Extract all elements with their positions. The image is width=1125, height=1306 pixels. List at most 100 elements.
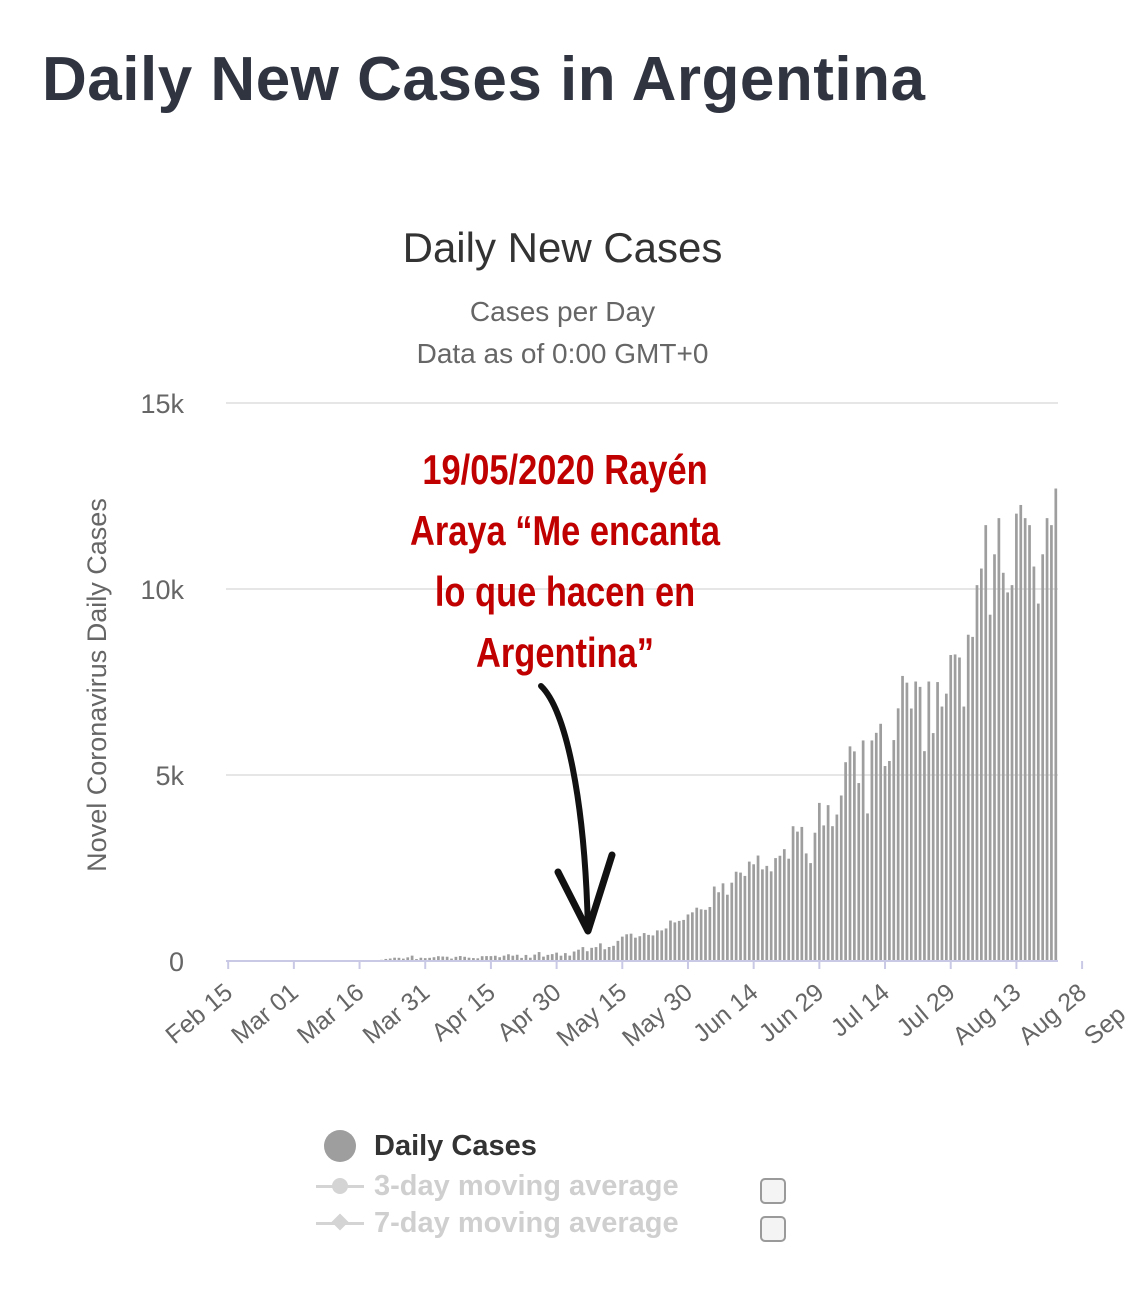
bar [528, 957, 532, 961]
bar [480, 956, 484, 961]
bar [1015, 513, 1018, 961]
bar [839, 795, 843, 961]
bar [813, 832, 817, 961]
bar [507, 954, 510, 961]
bar [888, 761, 891, 961]
bar [607, 947, 611, 961]
bar [616, 940, 620, 961]
checkbox-3-day-average[interactable] [760, 1178, 786, 1204]
bar [861, 740, 865, 961]
x-tick-label: Jun 29 [754, 978, 829, 1048]
bar [524, 954, 528, 961]
bar [1028, 525, 1031, 961]
bar [1019, 504, 1023, 961]
bar [620, 936, 624, 961]
annotation-arrow [538, 683, 591, 934]
bar [669, 920, 672, 961]
bar [564, 953, 567, 961]
bar-series-daily-cases [305, 488, 1058, 961]
x-tick-label: Jul 14 [826, 978, 895, 1042]
annotation-callout: 19/05/2020 Rayén Araya “Me encanta lo qu… [385, 440, 746, 684]
bar [918, 686, 922, 961]
bar [647, 934, 650, 961]
bar [879, 723, 883, 961]
bar [1036, 603, 1040, 961]
bar [756, 855, 760, 961]
bar [393, 957, 396, 961]
bar [533, 954, 537, 961]
bar [857, 783, 861, 961]
legend-label: 7-day moving average [374, 1206, 679, 1239]
bar [603, 949, 607, 961]
bar [599, 943, 602, 961]
bar [905, 682, 909, 961]
bar [980, 568, 983, 961]
bar [419, 957, 423, 961]
page-title: Daily New Cases in Argentina [42, 45, 926, 114]
chart-subtitle: Cases per Day [469, 296, 656, 327]
y-tick-label: 5k [155, 761, 184, 791]
y-axis-label: Novel Coronavirus Daily Cases [82, 498, 112, 872]
bar [590, 947, 593, 961]
bar [655, 930, 659, 961]
bar [629, 933, 633, 961]
bar [853, 751, 856, 961]
bar [401, 958, 405, 961]
bar [441, 956, 445, 961]
legend-line-diamond-icon [316, 1203, 368, 1243]
bar [826, 805, 830, 961]
bar [883, 766, 887, 961]
bar [914, 681, 918, 961]
bar [931, 733, 935, 961]
bar [708, 906, 712, 961]
y-tick-label: 10k [140, 575, 184, 605]
bar [515, 954, 519, 961]
bar [1050, 525, 1053, 961]
bar [493, 955, 497, 961]
bar [712, 886, 716, 961]
legend-item-3-day-average[interactable]: 3-day moving average [316, 1166, 679, 1206]
bar [927, 681, 931, 961]
bar [721, 883, 725, 961]
bar [1045, 518, 1049, 961]
bar [743, 875, 747, 961]
bar [866, 813, 869, 961]
x-tick-label: Aug 28 [1013, 978, 1092, 1050]
x-tick-label: Mar 01 [226, 978, 304, 1049]
bar [717, 892, 720, 961]
x-tick-label: Jun 14 [688, 978, 764, 1048]
bar [550, 954, 554, 961]
bar [388, 958, 392, 961]
bar [892, 740, 896, 961]
x-tick-label: Mar 31 [357, 978, 435, 1049]
bar [437, 956, 440, 961]
legend-item-7-day-average[interactable]: 7-day moving average [316, 1203, 679, 1243]
bar [953, 654, 957, 961]
x-tick-label: Mar 16 [292, 978, 370, 1049]
y-tick-label: 0 [169, 947, 184, 977]
bar [1001, 572, 1005, 961]
bar [874, 732, 878, 961]
bar [397, 957, 401, 961]
bar [804, 853, 808, 961]
legend-label: Daily Cases [374, 1129, 537, 1162]
bar [844, 762, 847, 961]
bar [966, 634, 970, 961]
bar [988, 614, 992, 961]
bar [423, 958, 427, 961]
bar [638, 936, 642, 961]
bar [752, 864, 756, 961]
legend-item-daily-cases[interactable]: Daily Cases [316, 1126, 537, 1166]
bar [463, 956, 467, 961]
bar [809, 863, 812, 961]
x-tick-label: Sep 12 [1079, 978, 1125, 1050]
bar [677, 920, 681, 961]
bar [585, 951, 589, 961]
bar [559, 955, 563, 961]
annotation-line: lo que hacen en [434, 567, 696, 615]
bar [458, 956, 462, 961]
bar [612, 945, 615, 961]
legend-circle-icon [316, 1126, 368, 1166]
checkbox-7-day-average[interactable] [760, 1216, 786, 1242]
bar [940, 706, 944, 961]
